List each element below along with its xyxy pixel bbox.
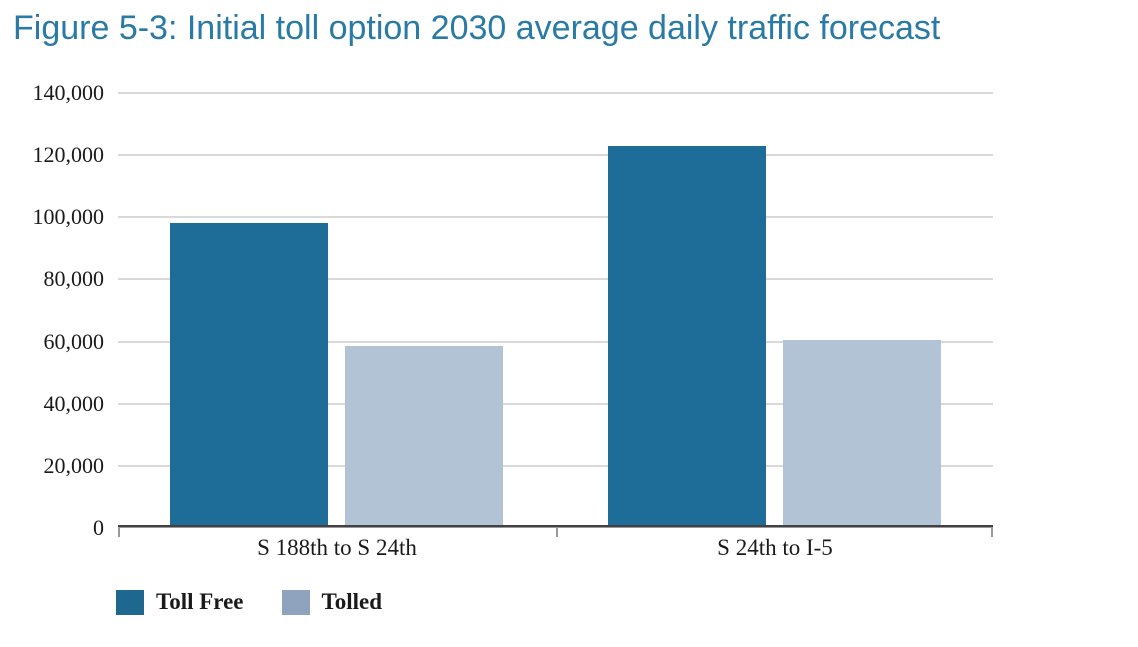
y-tick-label: 100,000 xyxy=(32,204,105,230)
y-axis-labels: 0 20,000 40,000 60,000 80,000 100,000 120,000 1… xyxy=(0,0,105,647)
legend-label: Toll Free xyxy=(156,589,244,614)
x-axis-labels: S 188th to S 24th S 24th to I-5 xyxy=(118,534,993,564)
x-tick-label: S 24th to I-5 xyxy=(717,535,833,560)
x-axis-line xyxy=(118,525,993,528)
plot-area xyxy=(118,92,993,537)
legend-label: Tolled xyxy=(321,589,383,614)
y-tick-label: 80,000 xyxy=(43,266,105,292)
bar-tolled xyxy=(345,346,503,525)
gridline xyxy=(118,154,993,157)
figure-title: Figure 5-3: Initial toll option 2030 ave… xyxy=(13,9,941,47)
x-axis-tick xyxy=(556,528,558,537)
legend-swatch xyxy=(116,589,144,615)
y-tick-label: 40,000 xyxy=(43,390,105,416)
bar-toll-free xyxy=(608,146,766,525)
y-tick-label: 140,000 xyxy=(32,80,105,105)
gridline xyxy=(118,92,993,94)
gridline xyxy=(118,216,993,219)
x-tick-label: S 188th to S 24th xyxy=(257,535,417,560)
legend-item-toll-free: Toll Free xyxy=(116,589,244,615)
y-tick-label: 20,000 xyxy=(43,452,105,478)
y-tick-label: 0 xyxy=(93,515,104,540)
y-tick-label: 120,000 xyxy=(32,142,105,168)
legend: Toll Free Tolled xyxy=(116,589,420,615)
bar-toll-free xyxy=(170,223,328,525)
legend-item-tolled: Tolled xyxy=(281,589,383,615)
x-axis-tick xyxy=(118,528,120,537)
x-axis-tick xyxy=(991,528,993,537)
legend-swatch xyxy=(281,589,310,615)
y-tick-label: 60,000 xyxy=(43,328,105,354)
bar-tolled xyxy=(783,340,941,525)
